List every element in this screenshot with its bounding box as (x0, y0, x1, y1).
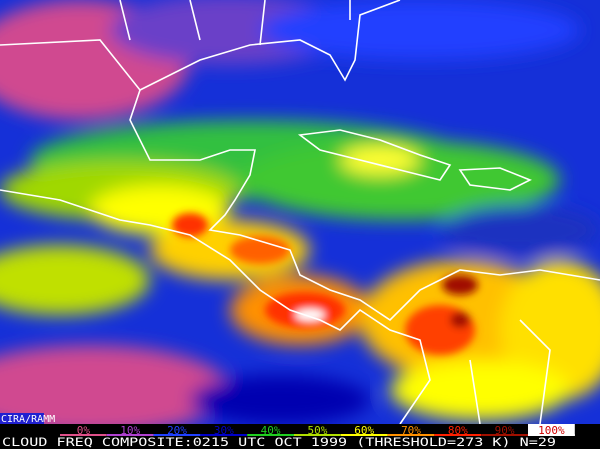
legend-label: 30% (214, 424, 234, 437)
source-label: CIRA/RAMM (1, 414, 55, 425)
legend-label: 60% (354, 424, 374, 437)
legend-bar (387, 434, 435, 436)
legend-swatch (481, 424, 528, 436)
legend: 0% 10% 20% 30% 40% 50% 60% 70% 80% 90% 100% (60, 424, 575, 437)
legend-label: 10% (120, 424, 140, 437)
legend-bar (434, 434, 482, 436)
legend-swatch (340, 424, 388, 436)
legend-label: 70% (401, 424, 421, 437)
legend-bar (153, 434, 201, 436)
legend-swatch (60, 424, 107, 436)
legend-label: 100% (538, 424, 565, 437)
satellite-image (0, 0, 600, 424)
legend-label: 40% (261, 424, 281, 437)
legend-bar (528, 434, 575, 436)
legend-swatch (200, 424, 248, 436)
legend-bar (247, 434, 294, 436)
legend-bar (294, 434, 341, 436)
coastlines (0, 0, 600, 425)
legend-swatch (106, 424, 154, 436)
legend-swatch (528, 424, 575, 436)
source-label-bg (0, 413, 44, 424)
legend-swatch (153, 424, 201, 436)
legend-bar (60, 434, 107, 436)
legend-swatch (247, 424, 294, 436)
legend-label: 50% (307, 424, 327, 437)
legend-swatch (294, 424, 341, 436)
legend-swatch (387, 424, 435, 436)
legend-bar (200, 434, 248, 436)
legend-label: 80% (448, 424, 468, 437)
legend-label: 0% (77, 424, 91, 437)
legend-label: 20% (167, 424, 187, 437)
caption: CLOUD FREQ COMPOSITE:0215 UTC OCT 1999 (… (2, 435, 556, 449)
legend-bar (340, 434, 388, 436)
legend-bar (106, 434, 154, 436)
legend-label: 90% (495, 424, 515, 437)
legend-bar (481, 434, 528, 436)
legend-swatch (434, 424, 482, 436)
